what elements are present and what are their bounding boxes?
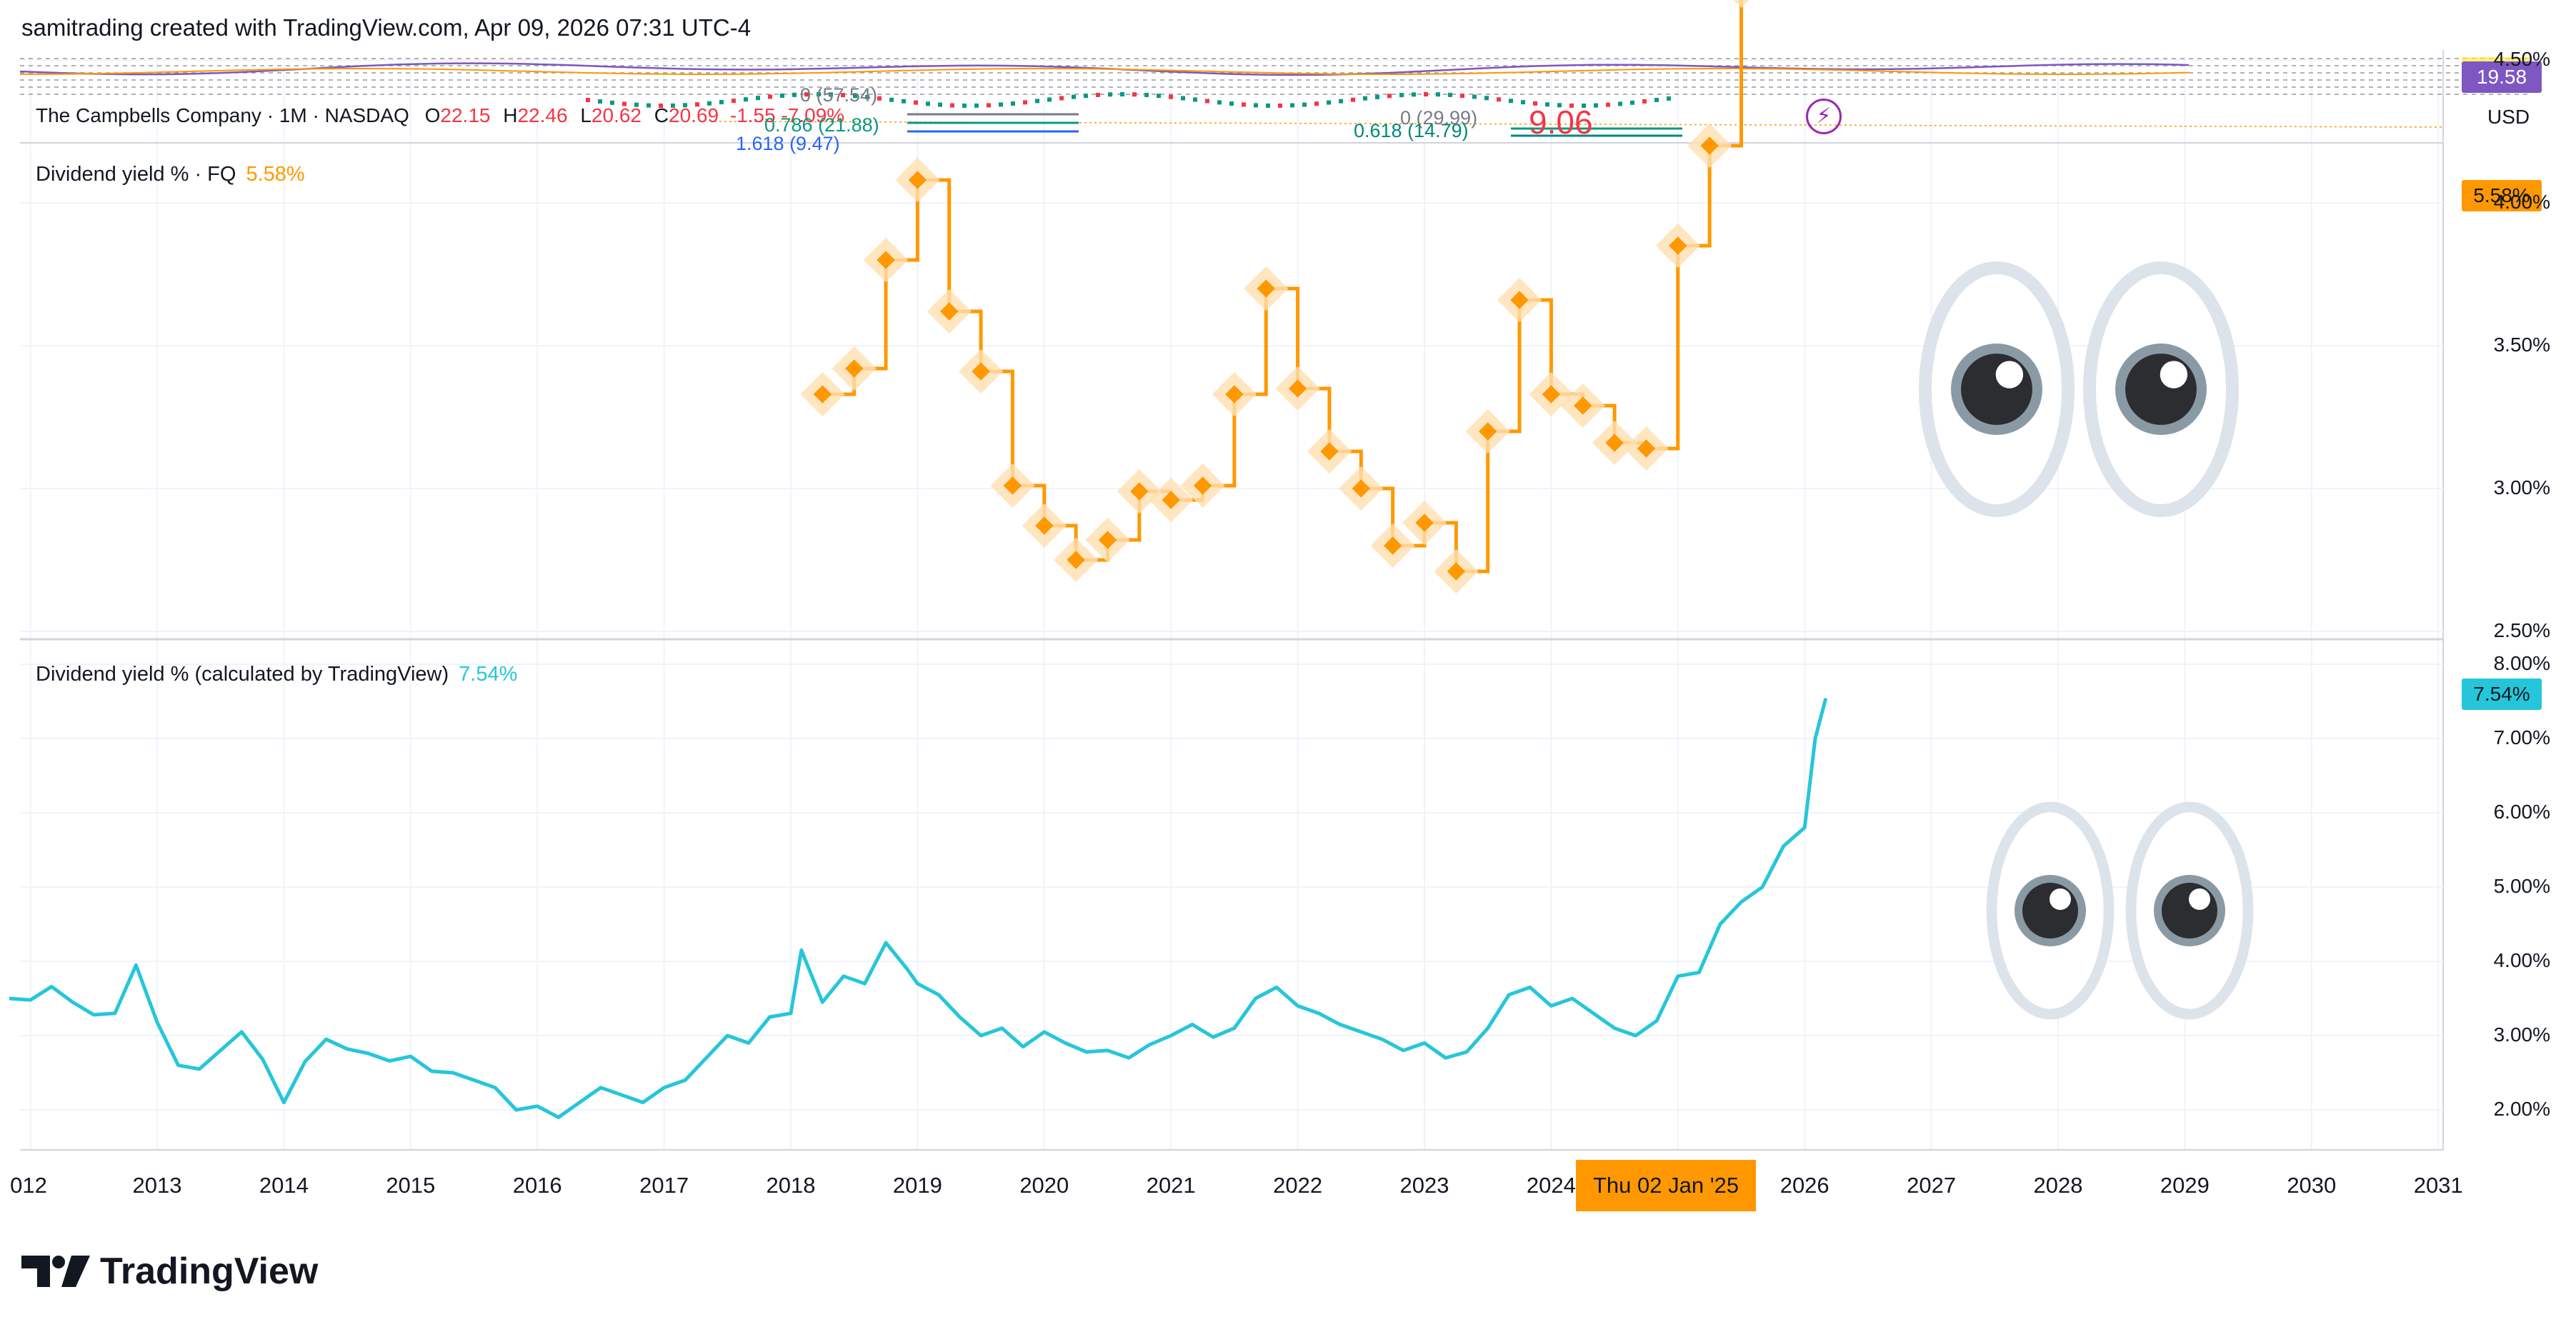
- low-value: 20.62: [591, 104, 641, 126]
- change-value: -1.55: [729, 104, 776, 126]
- mini-price-strip: [19, 57, 2530, 137]
- x-tick-label: 2016: [512, 1173, 562, 1198]
- x-tick-label: 2019: [892, 1173, 942, 1198]
- x-tick-label: 2017: [639, 1173, 689, 1198]
- x-tick-label: 012: [10, 1173, 47, 1198]
- fq-y-tick-label: 4.50%: [2493, 48, 2550, 70]
- close-label: C: [654, 104, 669, 126]
- fq-legend[interactable]: Dividend yield % · FQ 5.58%: [36, 163, 305, 186]
- fq-series-line: [822, 0, 1743, 574]
- crosshair-date-label: Thu 02 Jan '25: [1576, 1160, 1757, 1211]
- fib-label-3: 0 (29.99): [1400, 107, 1478, 129]
- fib-label-1: 0.786 (21.88): [764, 114, 879, 136]
- x-tick-label: 2027: [1907, 1173, 1957, 1198]
- fq-y-tick-label: 3.00%: [2493, 476, 2550, 499]
- fq-point-halo: [1719, 0, 1764, 9]
- x-tick-label: 2013: [132, 1173, 182, 1198]
- x-tick-label: 2018: [766, 1173, 816, 1198]
- eyes-icon-left-2: [1986, 801, 2115, 1020]
- eyes-icon-right-1: [2083, 261, 2239, 517]
- calc-y-tick-label: 7.00%: [2493, 726, 2550, 748]
- change-pct: -7.09%: [781, 104, 845, 126]
- fib-label-5: 9.06: [1529, 104, 1593, 141]
- fq-legend-name: Dividend yield % · FQ: [36, 163, 236, 186]
- high-value: 22.46: [517, 104, 568, 126]
- symbol-name: The Campbells Company · 1M · NASDAQ: [36, 104, 409, 126]
- eyes-icon-right-2: [2125, 801, 2254, 1020]
- calc-series-line: [9, 698, 1828, 1119]
- calc-y-tick-label: 4.00%: [2493, 949, 2550, 971]
- byline: samitrading created with TradingView.com…: [21, 14, 752, 41]
- tradingview-logo[interactable]: TradingView: [21, 1250, 318, 1293]
- symbol-legend[interactable]: The Campbells Company · 1M · NASDAQ O22.…: [36, 104, 844, 127]
- fq-y-tick-label: 4.00%: [2493, 191, 2550, 213]
- fib-label-2: 1.618 (9.47): [736, 133, 840, 154]
- calc-value-badge: 7.54%: [2462, 678, 2542, 710]
- x-tick-label: 2031: [2413, 1173, 2463, 1198]
- open-label: O: [424, 104, 441, 126]
- high-label: H: [503, 104, 518, 126]
- fq-value-badge: 5.58%: [2462, 180, 2542, 211]
- calc-legend[interactable]: Dividend yield % (calculated by TradingV…: [36, 663, 517, 686]
- x-tick-label: 2021: [1146, 1173, 1196, 1198]
- calc-y-tick-label: 2.00%: [2493, 1098, 2550, 1120]
- tradingview-logo-icon: [21, 1256, 90, 1287]
- x-tick-label: 2026: [1779, 1173, 1829, 1198]
- x-tick-label: 2014: [259, 1173, 309, 1198]
- calc-dividend-pane: [9, 698, 1828, 1119]
- x-tick-label: 2023: [1399, 1173, 1449, 1198]
- calc-y-tick-label: 3.00%: [2493, 1023, 2550, 1046]
- price-badge: 19.58: [2462, 61, 2542, 93]
- fq-y-tick-label: 2.50%: [2493, 619, 2550, 641]
- calc-y-tick-label: 6.00%: [2493, 801, 2550, 823]
- calc-legend-value: 7.54%: [459, 663, 518, 686]
- lightning-icon[interactable]: ⚡: [1806, 99, 1842, 134]
- eyes-decoration: [1919, 261, 2254, 1020]
- fq-dividend-pane: [800, 0, 1764, 594]
- x-tick-label: 2029: [2160, 1173, 2210, 1198]
- x-tick-label: 2020: [1019, 1173, 1069, 1198]
- calc-y-tick-label: 5.00%: [2493, 875, 2550, 897]
- fib-label-0: 0 (57.54): [800, 84, 878, 106]
- currency-label[interactable]: USD: [2487, 106, 2530, 128]
- x-tick-label: 2030: [2287, 1173, 2337, 1198]
- close-value: 20.69: [669, 104, 719, 126]
- calc-legend-name: Dividend yield % (calculated by TradingV…: [36, 663, 449, 686]
- eyes-icon-left-1: [1919, 261, 2075, 517]
- brand-name: TradingView: [100, 1251, 319, 1292]
- x-tick-label: 2024: [1526, 1173, 1576, 1198]
- x-tick-label: 2015: [386, 1173, 436, 1198]
- fib-label-4: 0.618 (14.79): [1354, 120, 1469, 141]
- x-tick-label: 2028: [2033, 1173, 2083, 1198]
- open-value: 22.15: [440, 104, 491, 126]
- fq-legend-value: 5.58%: [246, 163, 305, 186]
- low-label: L: [580, 104, 591, 126]
- fq-y-tick-label: 3.50%: [2493, 334, 2550, 356]
- calc-y-tick-label: 8.00%: [2493, 652, 2550, 674]
- x-tick-label: 2022: [1273, 1173, 1323, 1198]
